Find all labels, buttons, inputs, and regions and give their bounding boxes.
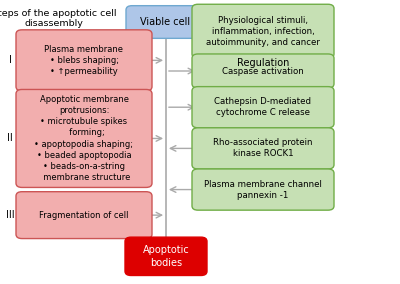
Text: Steps of the apoptotic cell
disassembly: Steps of the apoptotic cell disassembly [0, 9, 116, 28]
Text: Rho-associated protein
kinase ROCK1: Rho-associated protein kinase ROCK1 [213, 138, 313, 158]
FancyBboxPatch shape [16, 192, 152, 239]
Text: Fragmentation of cell: Fragmentation of cell [39, 211, 129, 220]
FancyBboxPatch shape [192, 4, 334, 58]
Text: Apoptotic membrane
protrusions:
• microtubule spikes
  forming;
• apoptopodia sh: Apoptotic membrane protrusions: • microt… [34, 95, 134, 182]
Text: Caspase activation: Caspase activation [222, 66, 304, 76]
Text: I: I [8, 55, 12, 65]
FancyBboxPatch shape [192, 87, 334, 128]
FancyBboxPatch shape [192, 169, 334, 210]
FancyBboxPatch shape [192, 128, 334, 169]
Text: Plasma membrane channel
pannexin -1: Plasma membrane channel pannexin -1 [204, 179, 322, 200]
Text: II: II [7, 133, 13, 143]
FancyBboxPatch shape [192, 54, 334, 88]
Text: Physiological stimuli,
inflammation, infection,
autoimmunity, and cancer: Physiological stimuli, inflammation, inf… [206, 16, 320, 47]
Text: III: III [6, 210, 14, 220]
Text: Apoptotic
bodies: Apoptotic bodies [143, 245, 189, 268]
FancyBboxPatch shape [126, 6, 204, 38]
Text: Cathepsin D-mediated
cytochrome C release: Cathepsin D-mediated cytochrome C releas… [214, 97, 312, 117]
Text: Regulation: Regulation [237, 58, 289, 68]
FancyBboxPatch shape [16, 30, 152, 91]
FancyBboxPatch shape [16, 89, 152, 187]
Text: Viable cell: Viable cell [140, 17, 190, 27]
Text: Plasma membrane
• blebs shaping;
• ↑permeability: Plasma membrane • blebs shaping; • ↑perm… [44, 45, 124, 76]
FancyBboxPatch shape [125, 237, 207, 275]
